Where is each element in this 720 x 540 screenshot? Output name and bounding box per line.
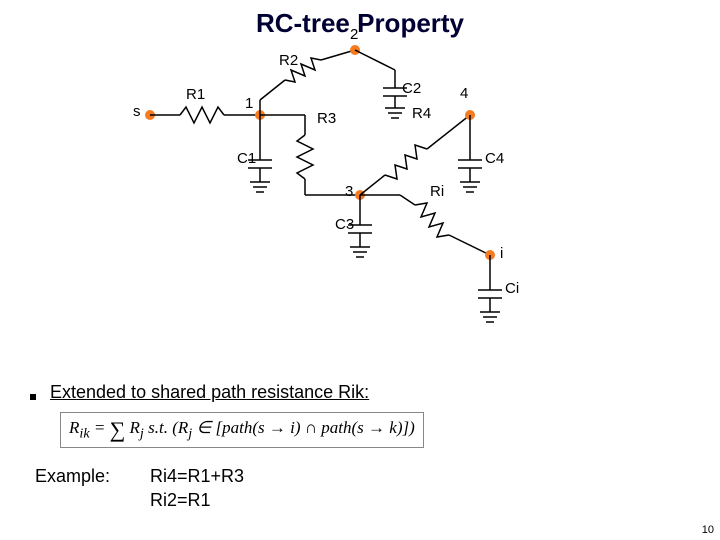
label-n2: 2: [350, 26, 358, 43]
label-c3: C3: [335, 216, 354, 233]
circuit-diagram: [0, 0, 720, 400]
label-n3: 3: [345, 183, 353, 200]
label-c1: C1: [237, 150, 256, 167]
label-r4: R4: [412, 105, 431, 122]
formula-box: Rik = ∑ Rj s.t. (Rj ∈ [path(s → i) ∩ pat…: [60, 412, 424, 448]
extended-text: Extended to shared path resistance Rik:: [50, 382, 369, 403]
example-line1: Ri4=R1+R3: [150, 466, 244, 487]
label-c2: C2: [402, 80, 421, 97]
label-r1: R1: [186, 86, 205, 103]
example-line2: Ri2=R1: [150, 490, 211, 511]
label-ni: i: [500, 245, 503, 262]
label-n4: 4: [460, 85, 468, 102]
label-n1: 1: [245, 95, 253, 112]
label-r3: R3: [317, 110, 336, 127]
resistor-r1: [180, 107, 224, 123]
resistor-r3: [297, 135, 313, 179]
bullet-icon: [30, 394, 36, 400]
label-r2: R2: [279, 52, 298, 69]
page-number: 10: [702, 524, 714, 536]
resistor-ri: [415, 203, 449, 237]
label-s: s: [133, 103, 141, 120]
resistor-r4: [385, 145, 427, 179]
label-c4: C4: [485, 150, 504, 167]
example-label: Example:: [35, 466, 110, 487]
label-ri: Ri: [430, 183, 444, 200]
label-ci: Ci: [505, 280, 519, 297]
